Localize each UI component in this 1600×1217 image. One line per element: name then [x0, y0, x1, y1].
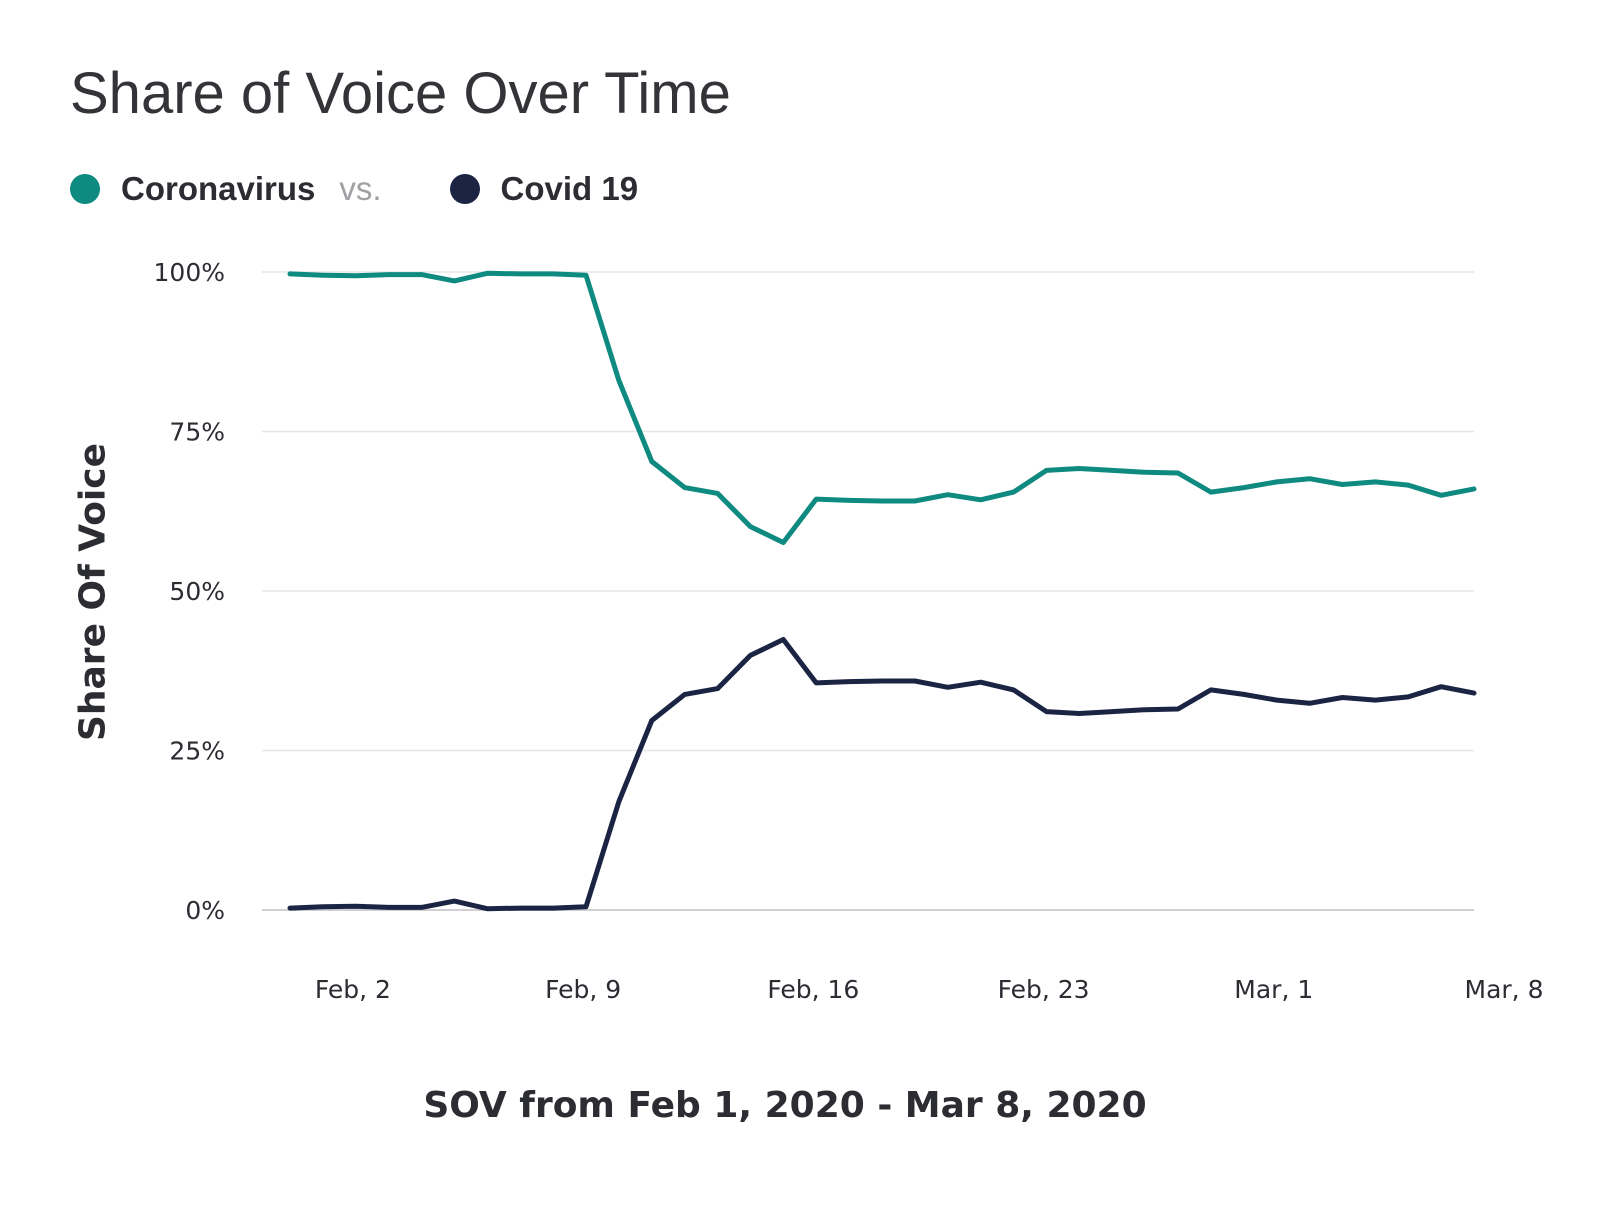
- series-line-covid-19: [287, 637, 1477, 912]
- gridlines: [262, 271, 1474, 911]
- legend: Coronavirus vs. Covid 19: [70, 168, 638, 210]
- series-lines: [287, 270, 1477, 912]
- legend-marker-coronavirus: [70, 174, 100, 204]
- x-tick-label: Mar, 8: [1465, 975, 1544, 1004]
- chart-title: Share of Voice Over Time: [70, 61, 731, 126]
- y-axis-ticks: 0% 25% 50% 75% 100%: [154, 258, 225, 925]
- legend-label-covid-19: Covid 19: [500, 170, 639, 207]
- legend-connector: vs.: [339, 170, 382, 207]
- x-tick-label: Feb, 23: [998, 975, 1090, 1004]
- legend-marker-covid-19: [449, 174, 480, 204]
- y-tick-label: 0%: [185, 896, 225, 925]
- series-line-coronavirus: [287, 270, 1477, 545]
- x-axis-ticks: Feb, 2 Feb, 9 Feb, 16 Feb, 23 Mar, 1 Mar, 8: [315, 975, 1544, 1004]
- x-axis-label: SOV from Feb 1, 2020 - Mar 8, 2020: [423, 1085, 1147, 1126]
- y-tick-label: 100%: [154, 258, 225, 287]
- y-tick-label: 50%: [169, 577, 225, 606]
- x-tick-label: Mar, 1: [1234, 975, 1313, 1004]
- legend-label-coronavirus: Coronavirus: [121, 170, 316, 207]
- x-tick-label: Feb, 16: [767, 975, 859, 1004]
- x-tick-label: Feb, 2: [315, 975, 391, 1004]
- x-tick-label: Feb, 9: [545, 975, 621, 1004]
- y-tick-label: 75%: [169, 418, 225, 447]
- y-tick-label: 25%: [169, 737, 225, 766]
